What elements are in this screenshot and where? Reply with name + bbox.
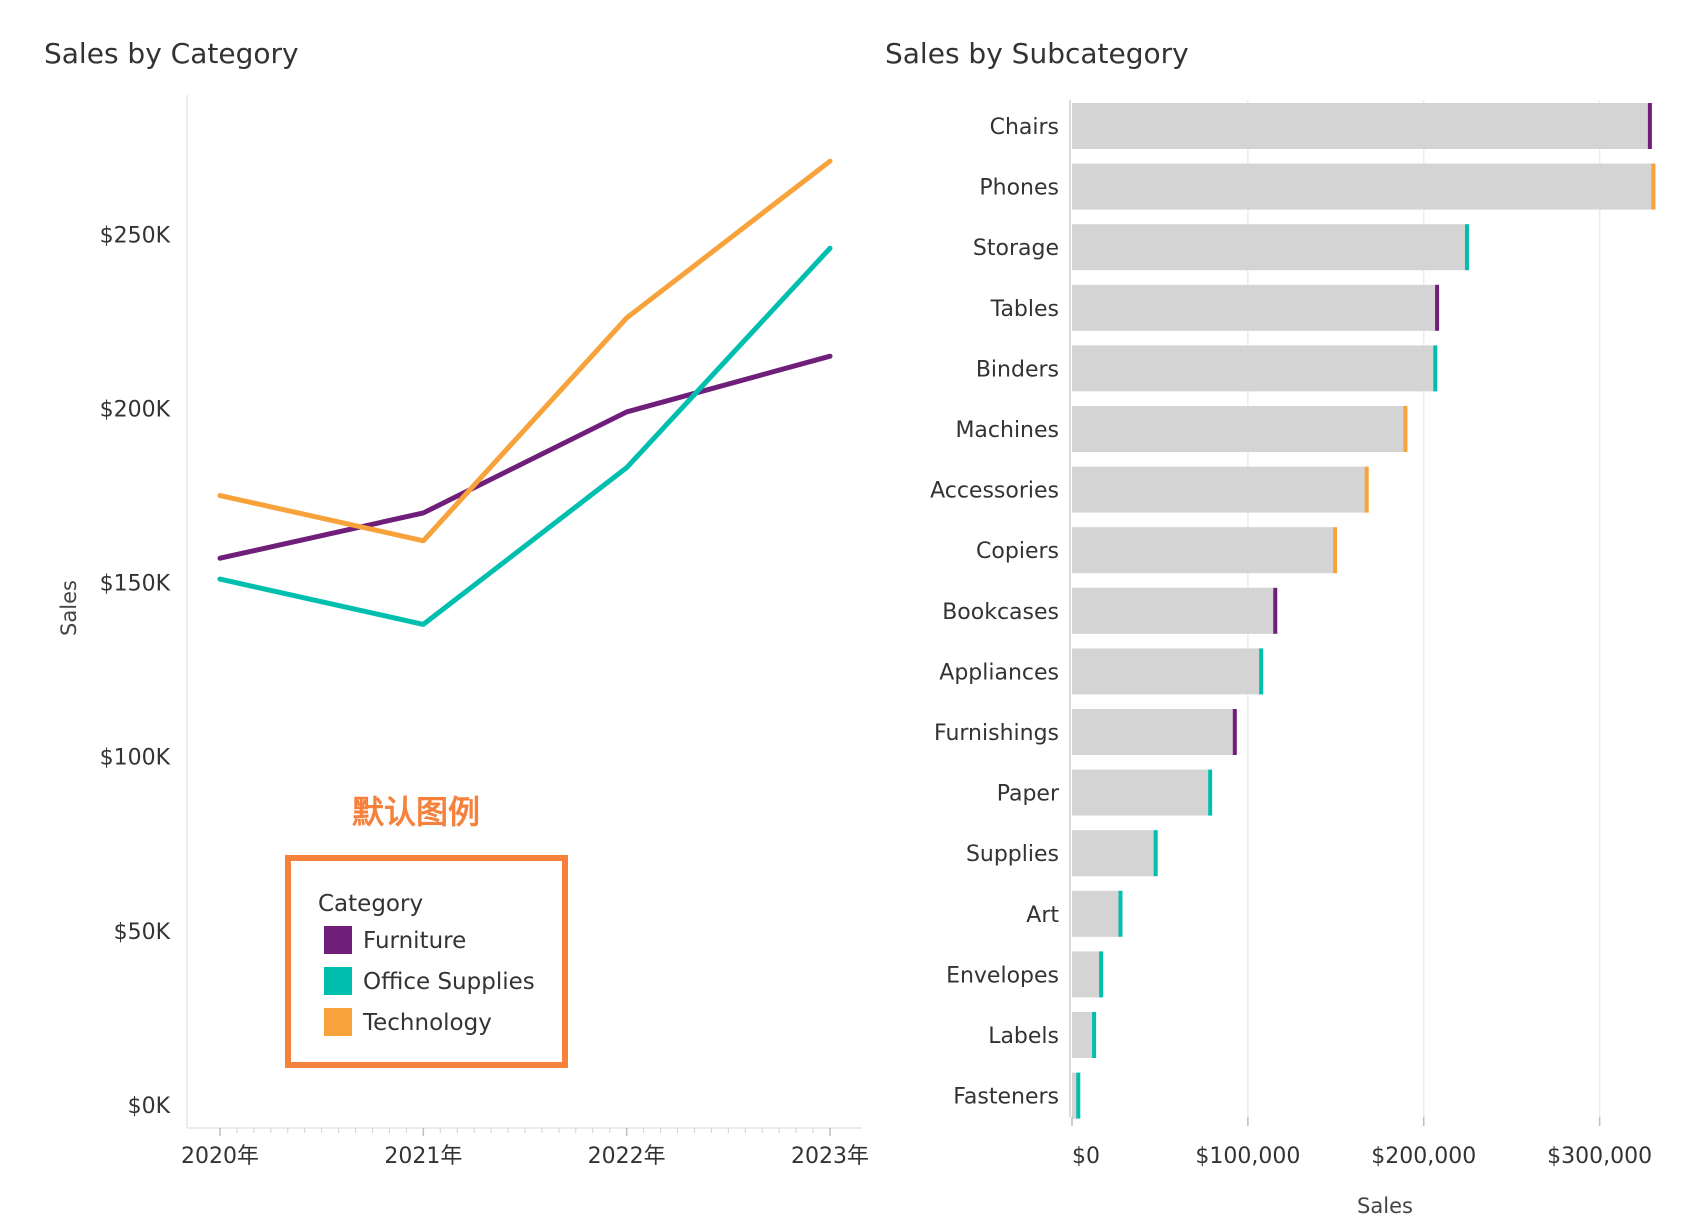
bar-end-marker-labels [1092, 1012, 1097, 1058]
bar-category-label: Fasteners [953, 1085, 1059, 1110]
bar-end-marker-supplies [1153, 830, 1158, 877]
legend-title: Category [318, 891, 423, 917]
line-chart-y-tick-label: $200K [100, 397, 171, 422]
bar-chart-sales-by-subcategory: Sales by Subcategory Chairs Phones Storage… [885, 37, 1656, 1218]
bar-category-label: Copiers [976, 539, 1059, 564]
bar-chart-x-axis-title: Sales [1357, 1194, 1413, 1218]
bar-appliances[interactable] [1072, 648, 1261, 695]
bar-supplies[interactable] [1072, 830, 1155, 877]
bar-category-label: Machines [955, 418, 1059, 443]
legend-label-furniture[interactable]: Furniture [363, 928, 466, 954]
bar-end-marker-envelopes [1099, 951, 1104, 998]
bar-binders[interactable] [1072, 345, 1435, 392]
bar-category-label: Phones [979, 176, 1059, 201]
bar-end-marker-copiers [1333, 527, 1338, 574]
bar-end-marker-tables [1435, 284, 1440, 331]
bar-category-label: Envelopes [946, 963, 1059, 988]
line-chart-title: Sales by Category [44, 37, 299, 70]
line-chart-x-tick-label: 2021年 [384, 1144, 462, 1169]
bar-furnishings[interactable] [1072, 709, 1234, 755]
line-chart-y-axis-title: Sales [57, 580, 81, 636]
bar-chart-x-tick-label: $100,000 [1195, 1144, 1300, 1169]
bar-end-marker-appliances [1259, 648, 1264, 695]
bar-chairs[interactable] [1072, 103, 1649, 149]
bar-bookcases[interactable] [1072, 587, 1275, 634]
bar-end-marker-machines [1403, 406, 1408, 452]
bar-envelopes[interactable] [1072, 951, 1101, 998]
bar-chart-x-ticks: $0 $100,000 $200,000 $300,000 [1071, 1117, 1652, 1169]
line-chart-y-tick-label: $50K [114, 920, 171, 945]
legend-swatch-technology[interactable] [324, 1008, 352, 1036]
bar-end-marker-paper [1208, 769, 1213, 816]
bar-category-label: Labels [988, 1024, 1059, 1049]
bar-end-marker-binders [1433, 345, 1438, 392]
bar-chart-x-tick-label: $0 [1072, 1144, 1100, 1169]
bar-category-label: Bookcases [942, 600, 1059, 625]
legend-swatch-office-supplies[interactable] [324, 967, 352, 995]
line-chart-x-tick-label: 2022年 [588, 1144, 666, 1169]
bar-chart-category-labels: Chairs Phones Storage Tables Binders Machines… [930, 115, 1060, 1110]
legend-label-technology[interactable]: Technology [362, 1010, 492, 1036]
bar-storage[interactable] [1072, 224, 1466, 271]
legend-entries: Furniture Office Supplies Technology [324, 926, 535, 1036]
line-chart-y-tick-label: $0K [128, 1094, 171, 1119]
bar-tables[interactable] [1072, 284, 1437, 331]
bar-art[interactable] [1072, 890, 1120, 937]
legend-annotation-box [285, 855, 568, 1068]
bar-end-marker-furnishings [1232, 709, 1237, 755]
bar-end-marker-bookcases [1273, 587, 1278, 634]
bar-paper[interactable] [1072, 769, 1210, 816]
category-legend[interactable]: Category Furniture Office Supplies Technol… [318, 891, 535, 1036]
bar-end-marker-storage [1464, 224, 1469, 271]
bar-machines[interactable] [1072, 406, 1405, 452]
bar-end-marker-chairs [1647, 103, 1652, 149]
bar-category-label: Tables [990, 297, 1059, 322]
bar-accessories[interactable] [1072, 466, 1366, 513]
bar-category-label: Chairs [990, 115, 1059, 140]
line-chart-x-tick-label: 2023年 [791, 1144, 869, 1169]
bar-category-label: Furnishings [934, 721, 1059, 746]
bar-end-marker-phones [1651, 163, 1656, 210]
bar-category-label: Storage [973, 236, 1059, 261]
line-chart-x-tick-label: 2020年 [181, 1144, 259, 1169]
bar-end-marker-art [1118, 890, 1123, 937]
bar-chart-x-tick-label: $300,000 [1547, 1144, 1652, 1169]
bar-chart-bars [1072, 103, 1656, 1119]
legend-swatch-furniture[interactable] [324, 926, 352, 954]
bar-category-label: Accessories [930, 479, 1059, 504]
line-chart-series [217, 158, 833, 627]
line-chart-sales-by-category: Sales by Category $0K $50K $100K $150K $200K… [44, 37, 869, 1169]
series-line-office-supplies[interactable] [217, 245, 833, 627]
bar-category-label: Paper [997, 782, 1060, 807]
bar-end-marker-accessories [1364, 466, 1369, 513]
bar-phones[interactable] [1072, 163, 1653, 210]
line-chart-x-ticks: 2020年 2021年 2022年 2023年 [181, 1128, 869, 1169]
line-chart-y-tick-label: $150K [100, 572, 171, 597]
bar-chart-title: Sales by Subcategory [885, 37, 1189, 70]
bar-copiers[interactable] [1072, 527, 1335, 574]
bar-end-marker-fasteners [1076, 1072, 1081, 1119]
bar-fasteners[interactable] [1072, 1072, 1078, 1119]
line-chart-y-tick-label: $100K [100, 746, 171, 771]
bar-category-label: Appliances [939, 660, 1059, 685]
series-line-technology[interactable] [217, 158, 833, 544]
bar-category-label: Art [1026, 903, 1059, 928]
bar-chart-x-tick-label: $200,000 [1371, 1144, 1476, 1169]
bar-category-label: Binders [976, 357, 1059, 382]
bar-category-label: Supplies [966, 842, 1059, 867]
legend-annotation-text: 默认图例 [352, 793, 480, 831]
legend-label-office-supplies[interactable]: Office Supplies [363, 969, 535, 995]
series-line-furniture[interactable] [217, 353, 833, 561]
line-chart-y-tick-label: $250K [100, 223, 171, 248]
bar-labels[interactable] [1072, 1012, 1094, 1058]
line-chart-y-ticks: $0K $50K $100K $150K $200K $250K [100, 223, 171, 1119]
